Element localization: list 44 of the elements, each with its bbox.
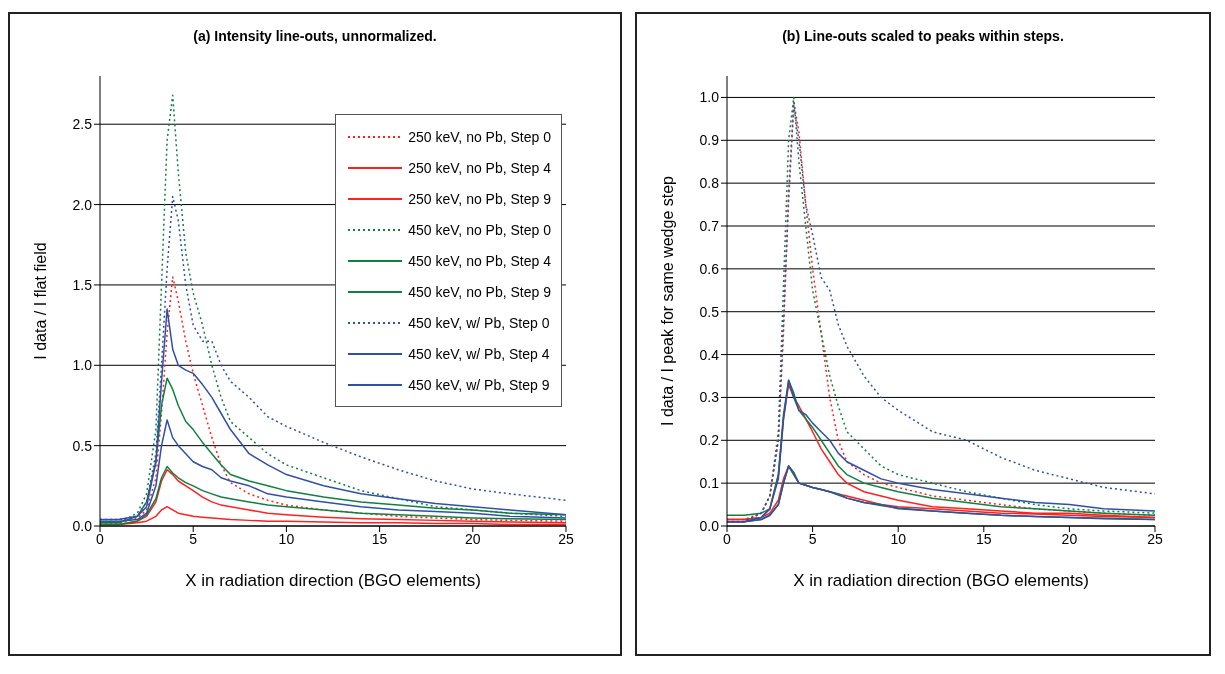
x-tick-label: 15 — [371, 530, 388, 547]
y-tick-label: 1.0 — [72, 357, 93, 374]
y-axis-title: I data / I peak for same wedge step — [658, 175, 676, 426]
x-tick-label: 10 — [890, 530, 907, 547]
y-tick-label: 2.0 — [72, 196, 93, 213]
x-tick-label: 20 — [1061, 530, 1078, 547]
y-tick-label: 2.5 — [72, 116, 93, 133]
y-tick-label: 0.3 — [699, 389, 720, 406]
chart-title: (b) Line-outs scaled to peaks within steps. — [781, 28, 1065, 44]
y-tick-label: 0.4 — [699, 346, 720, 363]
y-tick-label: 0.0 — [699, 517, 720, 534]
x-tick-label: 25 — [1147, 530, 1163, 547]
y-tick-label: 0.2 — [699, 432, 720, 449]
legend-label: 450 keV, w/ Pb, Step 9 — [408, 376, 550, 393]
legend-label: 250 keV, no Pb, Step 0 — [408, 128, 551, 145]
x-tick-label: 25 — [558, 530, 574, 547]
legend-label: 450 keV, w/ Pb, Step 0 — [408, 314, 550, 331]
x-axis-title: X in radiation direction (BGO elements) — [185, 571, 481, 590]
x-tick-label: 0 — [723, 530, 732, 547]
chart-title: (a) Intensity line-outs, unnormalized. — [192, 28, 438, 44]
legend-label: 250 keV, no Pb, Step 4 — [408, 159, 551, 176]
legend-label: 450 keV, w/ Pb, Step 4 — [408, 345, 550, 362]
y-tick-label: 0.7 — [699, 217, 720, 234]
y-axis-title: I data / I flat field — [31, 242, 49, 360]
y-tick-label: 0.8 — [699, 175, 720, 192]
x-tick-label: 0 — [96, 530, 105, 547]
y-tick-label: 0.6 — [699, 260, 720, 277]
x-tick-label: 5 — [808, 530, 817, 547]
y-tick-label: 0.0 — [72, 517, 93, 534]
x-axis-title: X in radiation direction (BGO elements) — [793, 571, 1089, 590]
legend-label: 250 keV, no Pb, Step 9 — [408, 190, 551, 207]
legend-label: 450 keV, no Pb, Step 0 — [408, 221, 551, 238]
legend-label: 450 keV, no Pb, Step 4 — [408, 252, 551, 269]
x-tick-label: 20 — [465, 530, 481, 547]
y-tick-label: 0.5 — [72, 437, 93, 454]
x-tick-label: 10 — [278, 530, 295, 547]
x-tick-label: 15 — [976, 530, 992, 547]
x-tick-label: 5 — [189, 530, 198, 547]
y-tick-label: 1.5 — [72, 276, 93, 293]
y-tick-label: 1.0 — [699, 89, 720, 106]
y-tick-label: 0.1 — [699, 475, 720, 492]
y-tick-label: 0.9 — [699, 132, 720, 149]
legend-label: 450 keV, no Pb, Step 9 — [408, 283, 551, 300]
y-tick-label: 0.5 — [699, 303, 720, 320]
